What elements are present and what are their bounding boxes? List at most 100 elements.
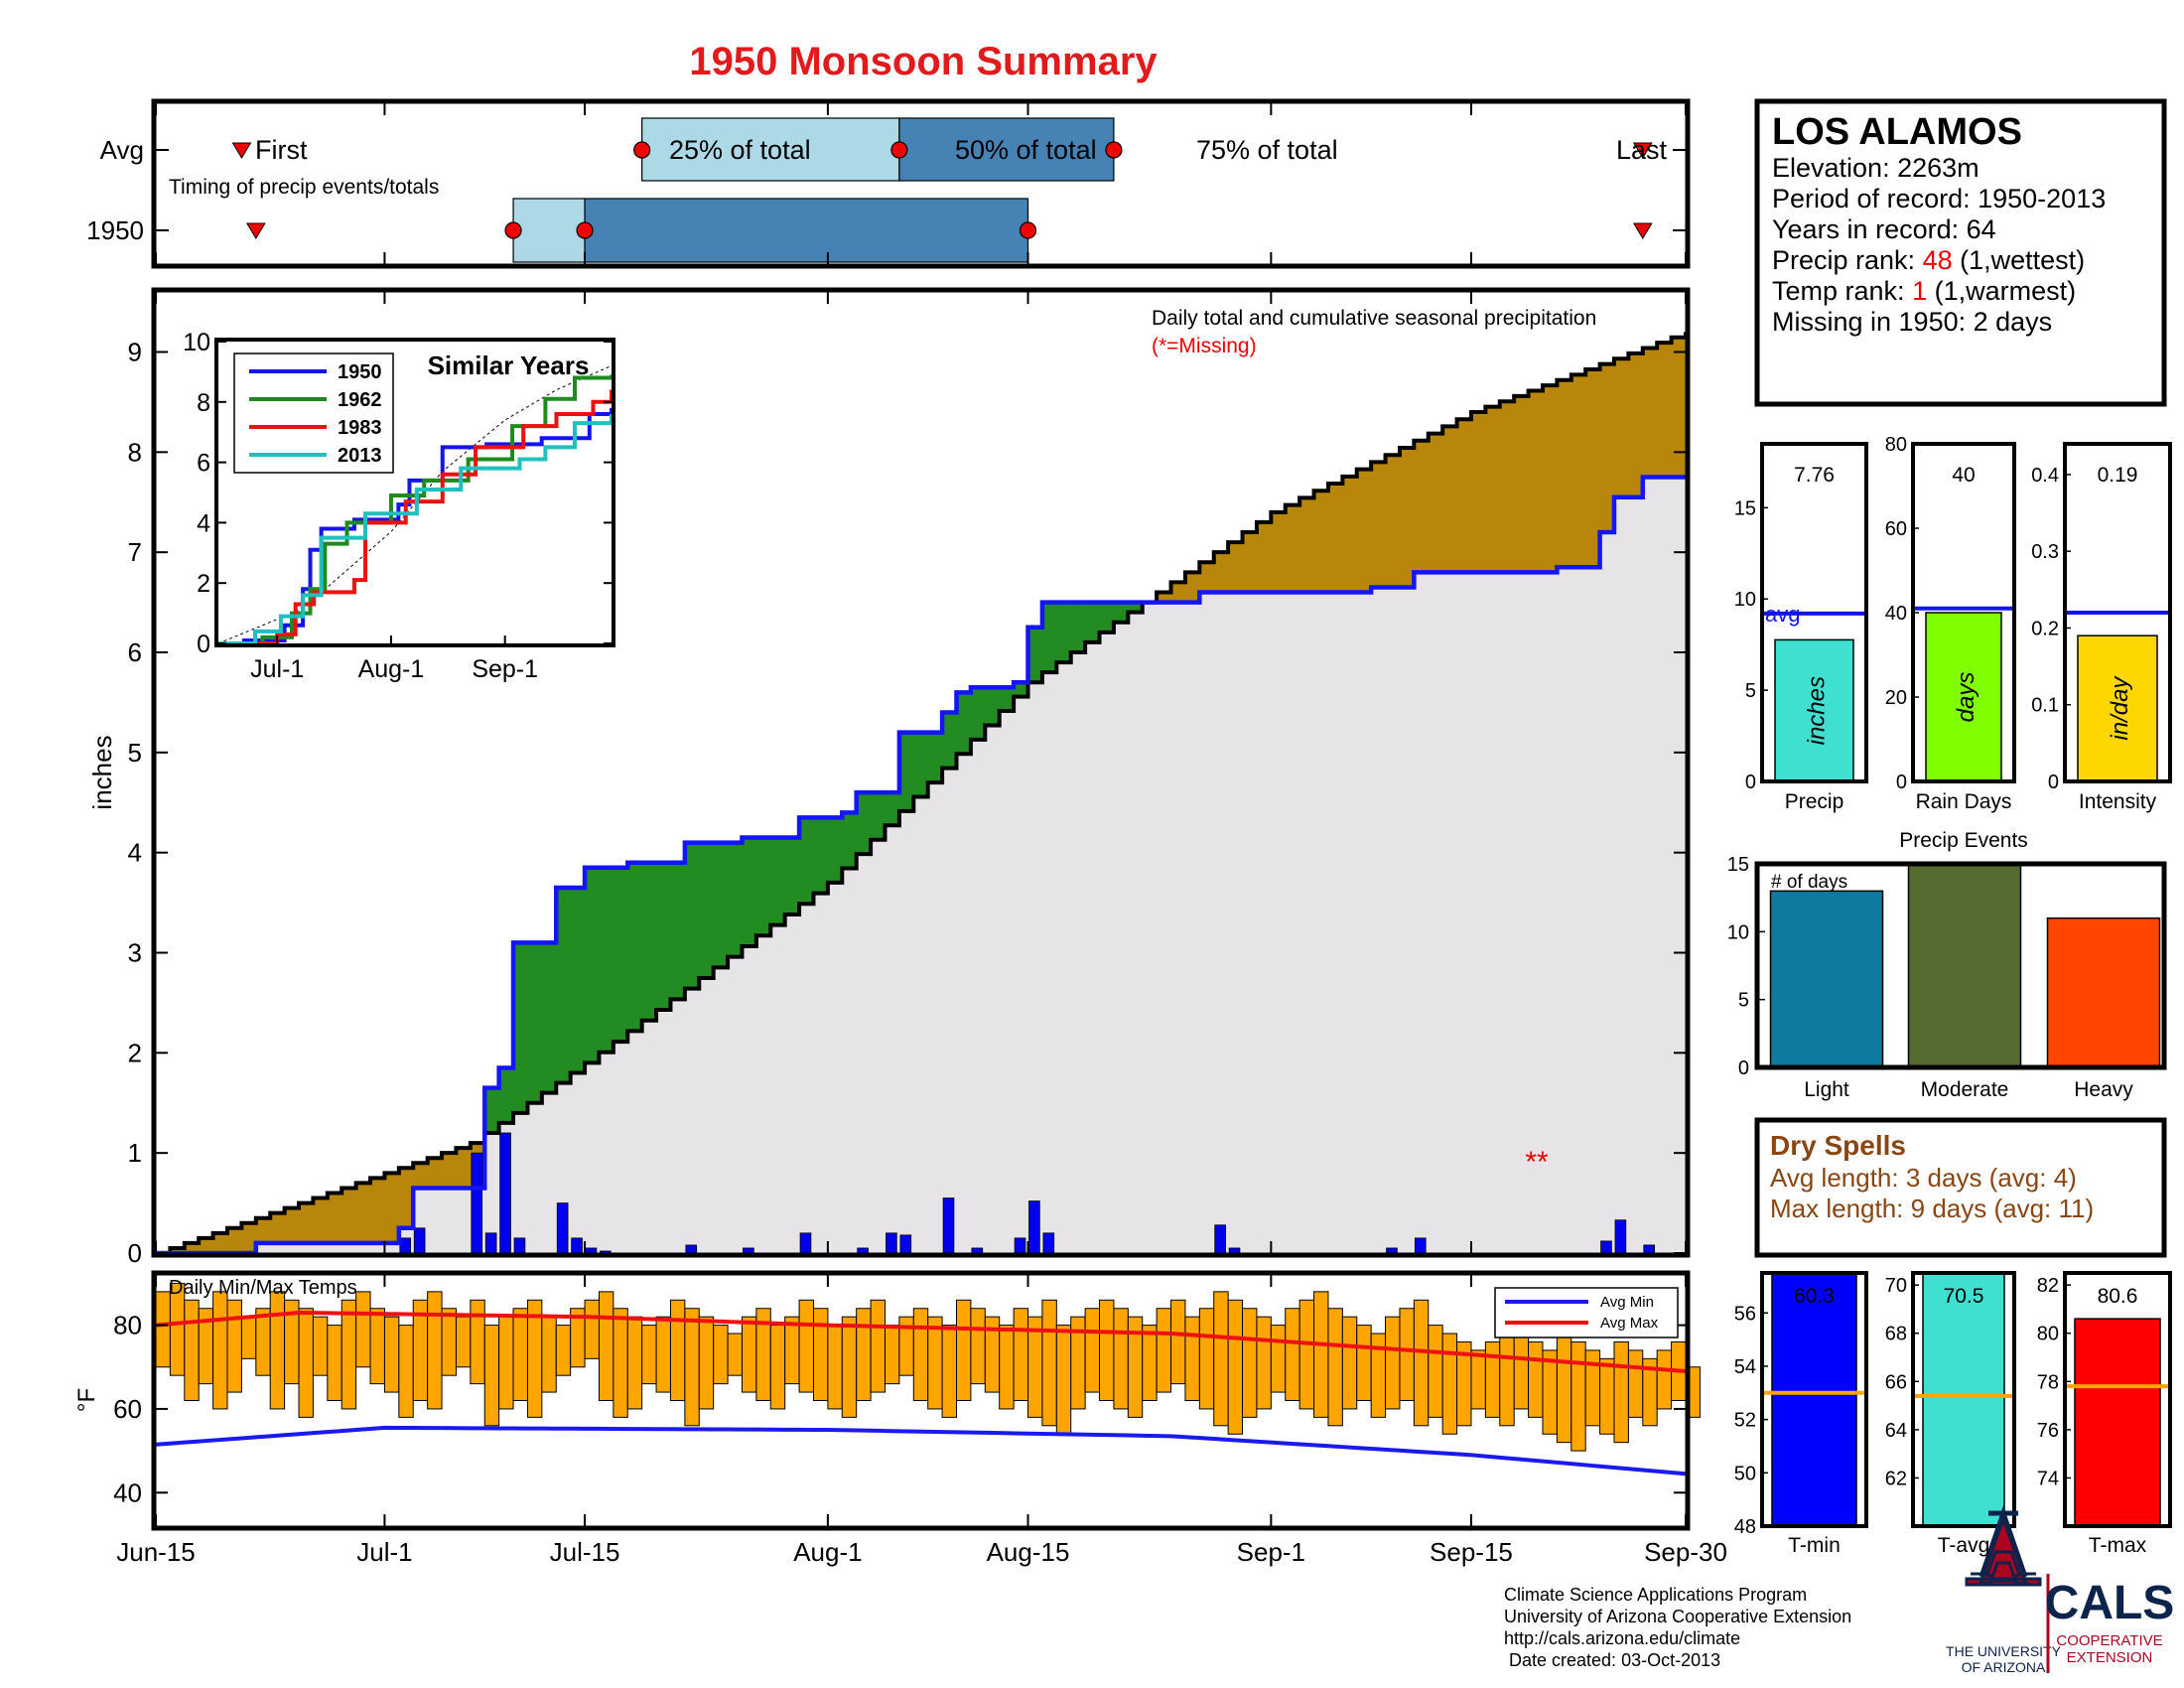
summary-category-label: Intensity: [2079, 790, 2157, 813]
footer-line-3: http://cals.arizona.edu/climate: [1504, 1628, 1740, 1648]
y-tick-label: 3: [128, 938, 142, 968]
below-average-fill: [1557, 379, 1572, 568]
daily-temp-range-bar: [555, 1325, 572, 1376]
above-average-fill: [956, 692, 972, 755]
below-average-fill: [1570, 374, 1586, 568]
temp-summary-y-tick-label: 74: [2037, 1468, 2059, 1489]
below-average-fill: [327, 1193, 342, 1243]
temp-summary-value-label: 60.3: [1794, 1285, 1835, 1308]
above-average-fill: [498, 1067, 514, 1123]
similar-years-inset: 0 2 4 6 8 10 Jul-1 Aug-1 Sep-1 1950 1962 1983 2013 S…: [183, 329, 615, 683]
daily-temp-range-bar: [856, 1308, 872, 1401]
temp-summary-bar-t-max: [2074, 1318, 2161, 1527]
timing-subtitle: Timing of precip events/totals: [169, 176, 439, 199]
precip-event-bar-heavy: [2046, 916, 2161, 1068]
timing-year-percentile-marker: [576, 221, 594, 239]
daily-precip-bar: [1014, 1237, 1026, 1254]
daily-temp-range-bar: [727, 1333, 743, 1376]
inset-legend-label: 1983: [338, 417, 382, 439]
timing-avg-percentile-marker: [1105, 141, 1123, 159]
timing-avg-first-last-marker: [231, 142, 252, 159]
daily-temp-range-bar: [1513, 1333, 1530, 1410]
station-name: LOS ALAMOS: [1772, 111, 2022, 153]
daily-temp-range-bar: [1156, 1308, 1172, 1393]
below-average-fill: [1657, 343, 1673, 478]
daily-precip-bar: [899, 1234, 912, 1254]
timing-year-percentile-marker: [504, 221, 522, 239]
daily-temp-range-bar: [812, 1308, 829, 1401]
summary-y-tick-label: 0.1: [2031, 695, 2059, 717]
daily-temp-range-bar: [1341, 1316, 1358, 1410]
above-average-fill: [585, 867, 601, 1063]
avg-cumulative-line: [156, 332, 1688, 1255]
daily-temp-range-bar: [155, 1291, 171, 1368]
daily-temp-range-bar: [1327, 1308, 1343, 1427]
below-average-fill: [1585, 368, 1601, 568]
below-average-fill: [299, 1202, 315, 1243]
timing-avg-p25-p50-box: [641, 117, 900, 182]
below-average-fill: [1184, 572, 1200, 603]
timing-year-first-last-marker: [1632, 222, 1653, 239]
precip-event-category-label: Heavy: [2074, 1078, 2133, 1101]
daily-temp-range-bar: [1656, 1349, 1673, 1410]
daily-temp-range-bar: [498, 1316, 514, 1410]
above-average-fill: [827, 817, 843, 883]
below-average-fill: [1671, 337, 1687, 478]
summary-value-label: 7.76: [1794, 464, 1835, 487]
daily-temp-range-bar: [512, 1308, 528, 1401]
cumulative-precip-panel: 0 1 2 3 4 5 6 7 8 9 Daily total and cumulative se…: [87, 287, 1691, 1268]
temp-summary-y-tick-label: 64: [1885, 1420, 1907, 1442]
ua-logo-line-1: THE UNIVERSITY: [1946, 1643, 2062, 1659]
daily-temp-range-bar: [769, 1325, 786, 1410]
above-average-fill: [656, 862, 672, 1011]
above-average-fill: [927, 732, 943, 783]
footer-credits: Climate Science Applications Program Uni…: [1504, 1585, 1851, 1670]
temp-summary-frame: [2063, 1271, 2172, 1528]
daily-temp-range-bar: [184, 1299, 200, 1402]
daily-temp-range-bar: [1041, 1299, 1057, 1427]
daily-temp-range-bar: [341, 1299, 357, 1410]
timing-first-label: First: [255, 135, 308, 165]
daily-temp-range-bar: [1198, 1308, 1215, 1410]
below-average-fill: [212, 1232, 228, 1253]
inset-y-tick-label: 2: [197, 570, 210, 598]
daily-precip-bar: [484, 1232, 497, 1254]
above-average-fill: [885, 792, 900, 826]
station-info-frame: [1754, 98, 2167, 407]
daily-temp-range-bar: [1556, 1333, 1572, 1444]
y-tick-label: 6: [128, 637, 142, 667]
daily-temp-range-bar: [1013, 1308, 1029, 1401]
above-average-fill: [842, 812, 858, 869]
daily-temp-range-bar: [1227, 1299, 1244, 1435]
daily-temp-range-bar: [669, 1299, 686, 1402]
above-average-fill: [913, 732, 929, 797]
summary-y-tick-label: 80: [1885, 434, 1907, 456]
y-tick-label: 9: [128, 338, 142, 367]
daily-precip-bar: [471, 1152, 483, 1254]
daily-precip-bar: [799, 1232, 812, 1254]
cals-logo-line-1: COOPERATIVE: [2056, 1632, 2162, 1649]
daily-temp-range-bar: [1570, 1340, 1586, 1452]
daily-temp-range-bar: [1484, 1340, 1501, 1418]
university-of-arizona-logo: THE UNIVERSITY OF ARIZONA CALS COOPERATI…: [1946, 1505, 2174, 1675]
summary-category-label: Rain Days: [1916, 790, 2012, 813]
inset-y-tick-label: 10: [183, 329, 210, 356]
summary-y-tick-label: 0.4: [2031, 465, 2059, 487]
footer-line-2: University of Arizona Cooperative Extens…: [1504, 1607, 1851, 1626]
precip-events-panel: Precip Events Light Moderate Heavy 0 5 10 15 #…: [1727, 829, 2167, 1101]
above-average-fill: [1041, 602, 1057, 673]
ua-logo-line-2: OF ARIZONA: [1962, 1659, 2046, 1675]
below-average-fill: [241, 1222, 257, 1253]
below-average-fill: [1470, 412, 1486, 573]
x-tick-label: Sep-1: [1237, 1537, 1305, 1567]
temp-panel-frame: [151, 1270, 1691, 1531]
inset-x-tick-label: Jul-1: [250, 655, 304, 683]
above-average-fill: [898, 732, 914, 811]
precip-event-category-label: Light: [1804, 1078, 1849, 1101]
below-average-fill: [1199, 562, 1215, 593]
inset-y-tick-label: 6: [197, 450, 210, 478]
timing-avg-percentile-marker: [633, 141, 651, 159]
daily-precip-bar: [413, 1227, 426, 1254]
daily-precip-bar: [1214, 1224, 1226, 1254]
daily-temp-range-bar: [912, 1308, 929, 1401]
